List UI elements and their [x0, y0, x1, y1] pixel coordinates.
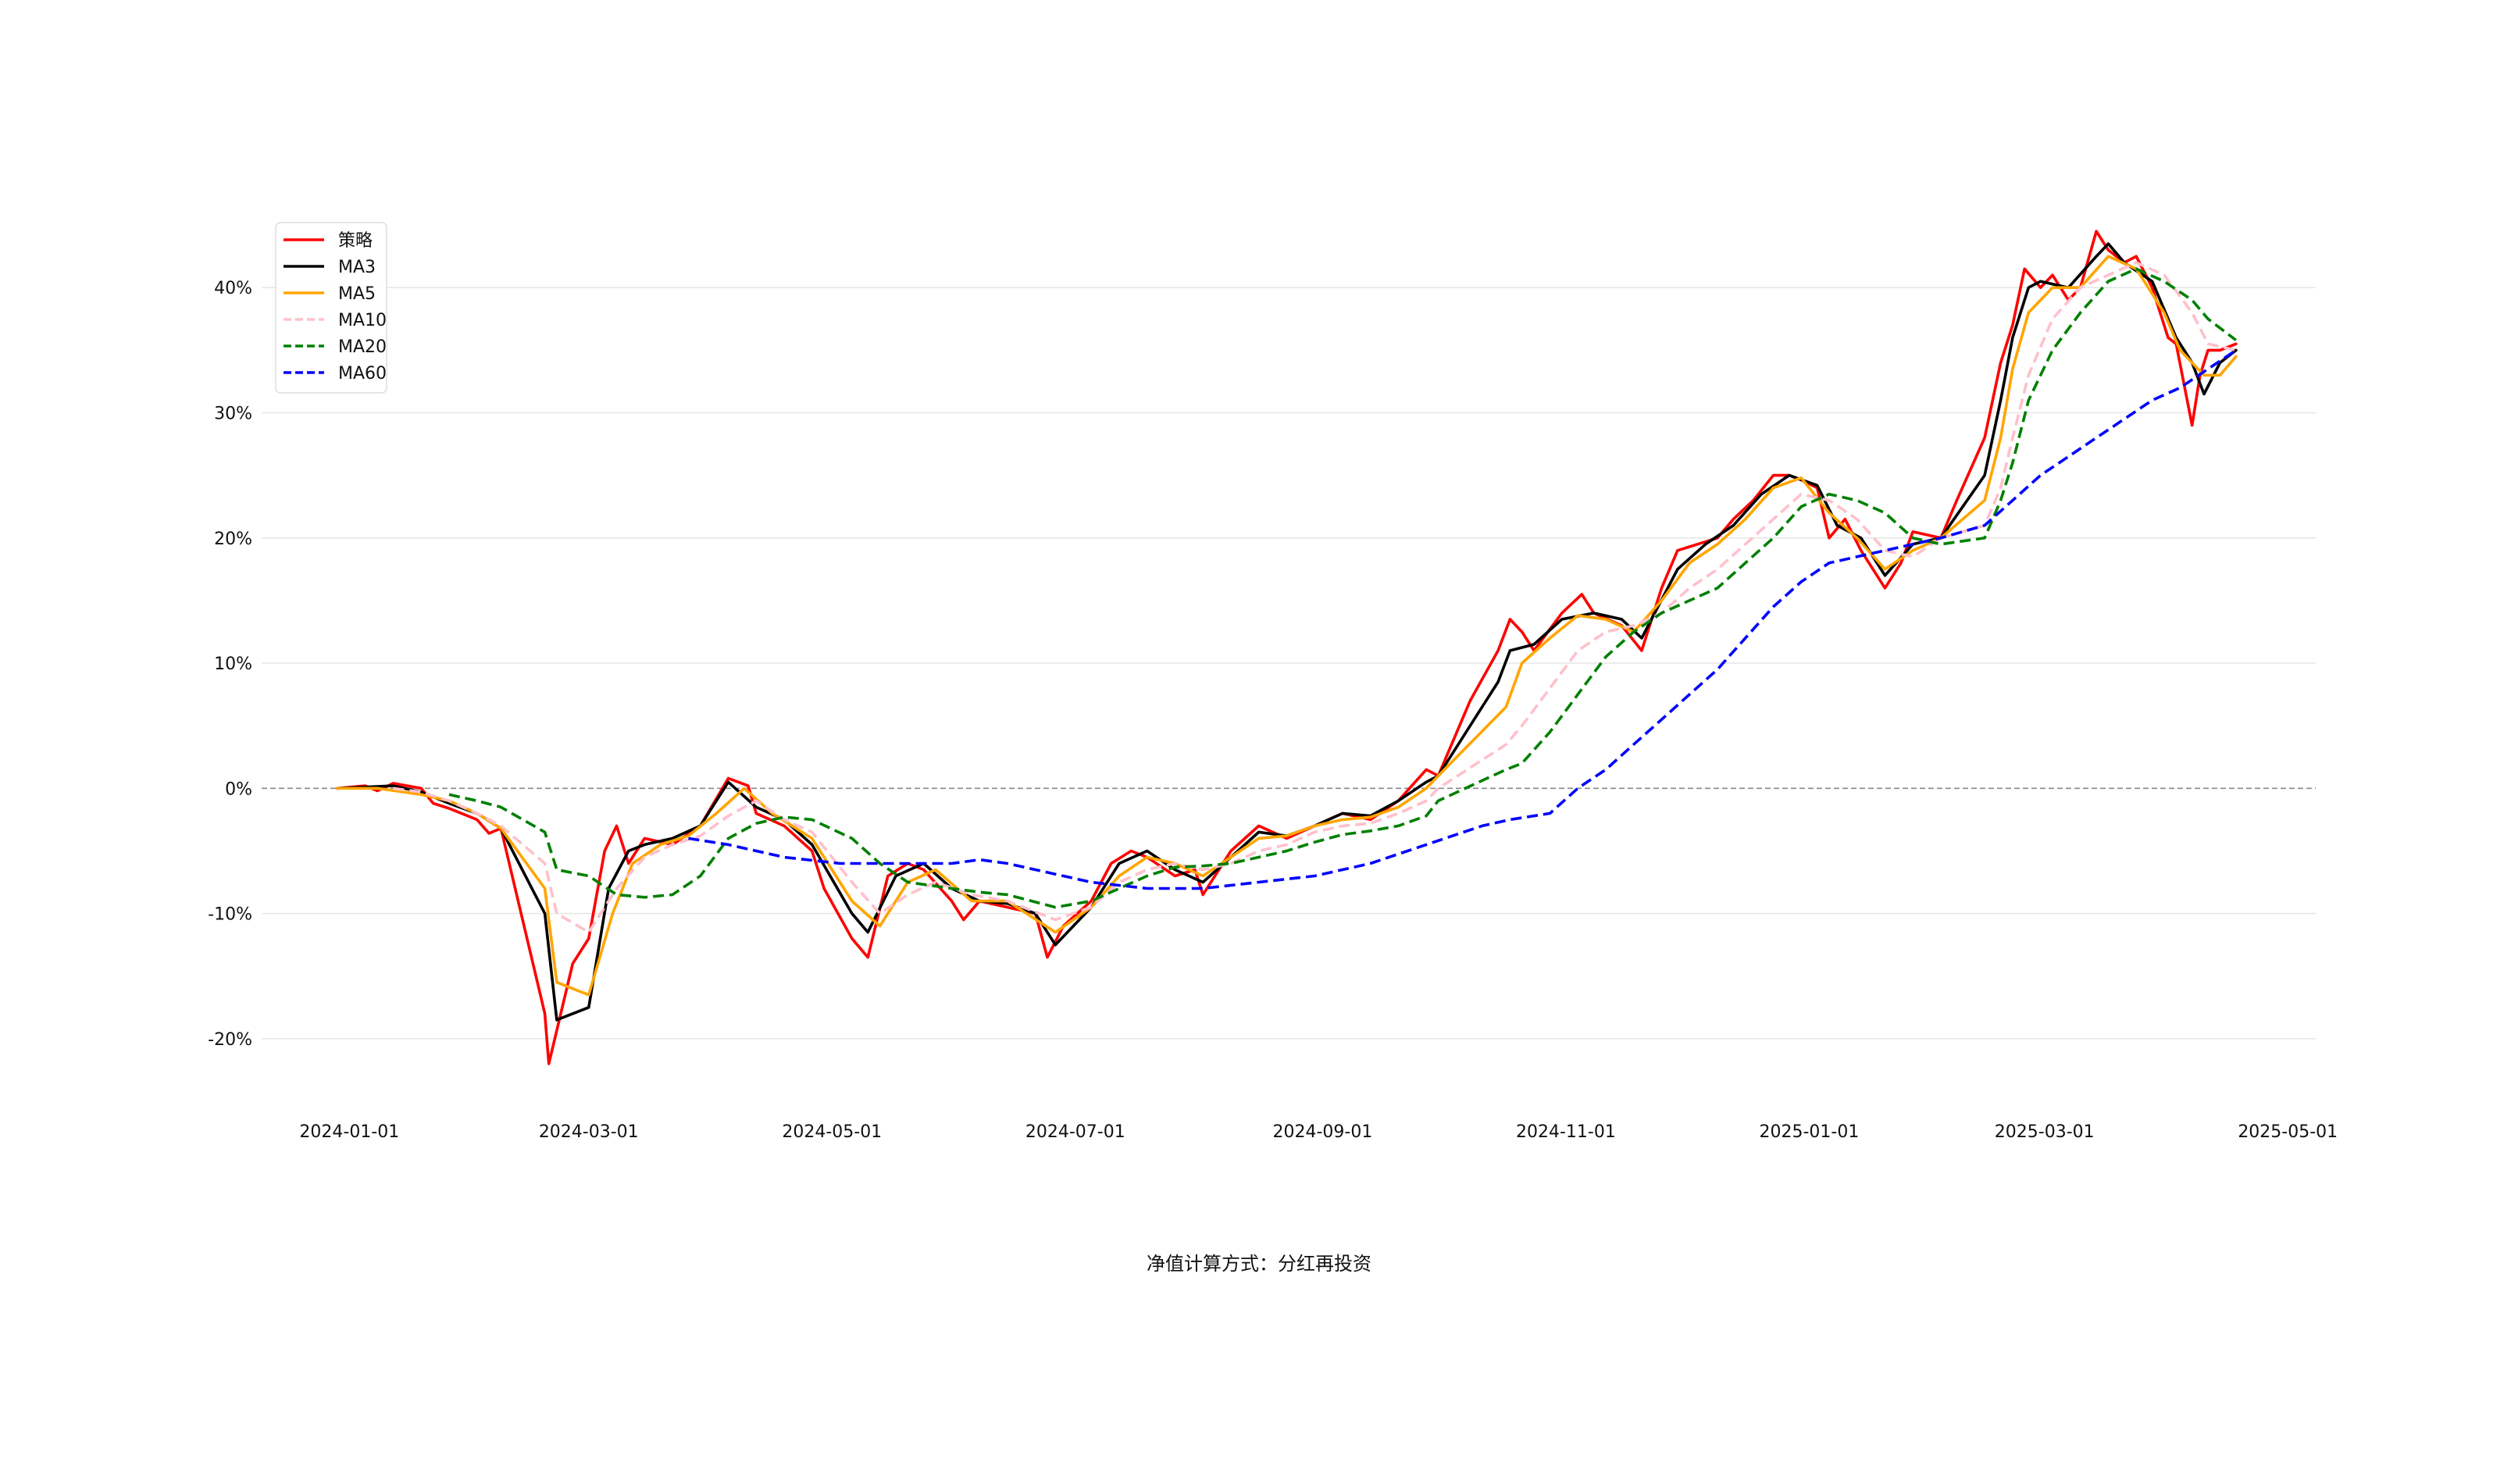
y-tick-label: 30%: [214, 404, 252, 423]
x-tick-label: 2025-03-01: [1995, 1122, 2095, 1142]
chart-caption: 净值计算方式：分红再投资: [1147, 1253, 1371, 1275]
legend-label: 策略: [338, 231, 373, 251]
y-tick-label: -10%: [208, 905, 252, 925]
series-line-ma3: [336, 242, 2238, 1022]
x-tick-label: 2024-09-01: [1272, 1122, 1372, 1142]
legend-label: MA20: [338, 337, 387, 357]
x-tick-label: 2025-05-01: [2238, 1122, 2338, 1142]
x-tick-label: 2025-01-01: [1760, 1122, 1860, 1142]
x-tick-label: 2024-01-01: [299, 1122, 399, 1142]
legend-label: MA5: [338, 284, 376, 304]
x-tick-label: 2024-11-01: [1516, 1122, 1616, 1142]
series-line-策略: [336, 230, 2238, 1065]
x-axis-ticks: 2024-01-01 2024-03-01 2024-05-01 2024-07-01…: [299, 1122, 2338, 1142]
y-tick-label: 0%: [225, 779, 252, 799]
series-line-ma10: [393, 261, 2237, 934]
x-tick-label: 2024-03-01: [539, 1122, 639, 1142]
series-line-ma5: [336, 255, 2238, 997]
y-tick-label: 20%: [214, 530, 252, 549]
x-tick-label: 2024-07-01: [1025, 1122, 1125, 1142]
y-axis-ticks: -20% -10% 0% 10% 20% 30% 40%: [208, 279, 252, 1050]
legend-label: MA10: [338, 311, 387, 330]
series-lines: [336, 230, 2238, 1065]
legend: 策略 MA3 MA5 MA10 MA20 MA60: [275, 222, 387, 394]
x-tick-label: 2024-05-01: [782, 1122, 882, 1142]
y-tick-label: -20%: [208, 1030, 252, 1050]
y-tick-label: 40%: [214, 279, 252, 298]
series-line-ma20: [448, 267, 2237, 909]
legend-label: MA3: [338, 258, 376, 277]
legend-label: MA60: [338, 364, 387, 383]
series-line-ma60: [688, 348, 2237, 890]
y-tick-label: 10%: [214, 655, 252, 674]
